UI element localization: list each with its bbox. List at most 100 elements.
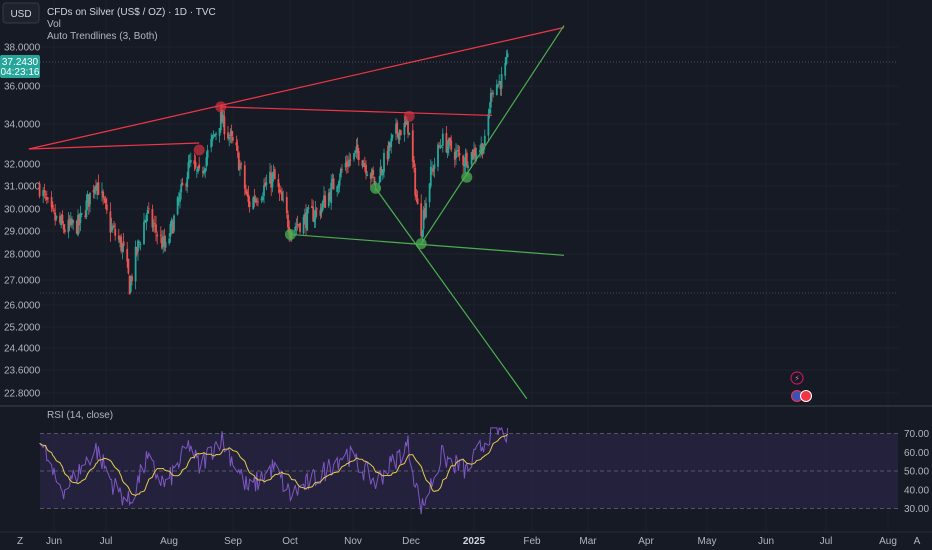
- pivot-low-marker: [461, 172, 472, 183]
- candle-body: [154, 223, 156, 224]
- candle-body: [281, 192, 283, 201]
- price-tick-label: 32.0000: [4, 160, 41, 171]
- candle-body: [190, 160, 192, 163]
- candle-body: [396, 122, 398, 133]
- candle-body: [263, 185, 265, 196]
- candle-body: [206, 157, 208, 166]
- symbol-title[interactable]: CFDs on Silver (US$ / OZ) · 1D · TVC: [47, 7, 216, 18]
- time-tick-label: May: [698, 536, 717, 547]
- candle-body: [462, 156, 464, 166]
- candle-body: [294, 227, 296, 231]
- candle-body: [316, 208, 318, 209]
- candle-body: [123, 241, 125, 246]
- candle-body: [407, 121, 409, 133]
- time-tick-label: Jun: [46, 536, 62, 547]
- candle-body: [272, 174, 274, 187]
- candle-body: [364, 163, 366, 164]
- rsi-tick-label: 30.00: [904, 504, 929, 515]
- candle-body: [266, 182, 268, 185]
- candle-body: [148, 208, 150, 209]
- candle-body: [244, 165, 246, 188]
- time-tick-label: Sep: [224, 536, 242, 547]
- time-tick-label: Aug: [879, 536, 897, 547]
- auto-scale-label[interactable]: A: [914, 536, 921, 547]
- candle-body: [286, 197, 288, 213]
- pivot-low-marker: [285, 229, 296, 240]
- candle-body: [237, 146, 239, 151]
- candle-body: [306, 209, 308, 231]
- time-tick-label: 2025: [463, 536, 486, 547]
- candle-body: [212, 135, 214, 140]
- candle-body: [188, 162, 190, 179]
- candle-body: [112, 228, 114, 229]
- candle-body: [339, 180, 341, 186]
- candle-body: [168, 238, 170, 243]
- candle-body: [315, 210, 317, 219]
- candle-body: [146, 215, 148, 222]
- rsi-legend[interactable]: RSI (14, close): [47, 410, 113, 421]
- candle-body: [224, 116, 226, 134]
- candle-body: [366, 175, 368, 176]
- time-axis[interactable]: Jun Jul Aug Sep Oct Nov Dec 2025 Feb Mar Apr May Jun…: [46, 536, 897, 547]
- candle-body: [63, 224, 65, 229]
- candle-body: [303, 217, 305, 234]
- candle-body: [240, 163, 242, 164]
- candle-body: [128, 259, 130, 274]
- pivot-high-marker: [404, 111, 415, 122]
- candle-body: [262, 196, 264, 199]
- candle-body: [156, 235, 158, 237]
- candle-body: [413, 160, 415, 167]
- pivot-low-marker: [370, 183, 381, 194]
- time-tick-label: Aug: [160, 536, 178, 547]
- candle-body: [131, 276, 133, 281]
- candle-body: [138, 242, 140, 243]
- candle-body: [160, 235, 162, 236]
- price-tick-label: 25.2000: [4, 323, 41, 334]
- candle-body: [383, 153, 385, 172]
- candle-body: [248, 194, 250, 202]
- candle-body: [425, 203, 427, 217]
- pivot-high-marker: [215, 101, 226, 112]
- time-tick-label: Jun: [758, 536, 774, 547]
- candle-body: [47, 198, 49, 199]
- candle-body: [438, 146, 440, 147]
- candle-body: [249, 201, 251, 206]
- pivot-low-marker: [416, 238, 427, 249]
- candle-body: [232, 137, 234, 141]
- time-tick-label: Oct: [282, 536, 298, 547]
- candle-body: [490, 93, 492, 108]
- candle-body: [274, 169, 276, 179]
- candle-body: [375, 181, 377, 182]
- candle-body: [455, 150, 457, 158]
- dividend-event-icon[interactable]: [801, 391, 812, 402]
- candle-body: [53, 210, 55, 212]
- candle-body: [341, 169, 343, 170]
- bar-countdown: 04:23:16: [1, 67, 40, 78]
- candle-body: [80, 214, 82, 223]
- candle-body: [81, 213, 83, 215]
- candle-body: [330, 183, 332, 204]
- candle-body: [299, 223, 301, 232]
- price-tick-label: 22.8000: [4, 389, 41, 400]
- indicator-legend[interactable]: Auto Trendlines (3, Both): [47, 31, 158, 42]
- time-tick-label: Nov: [344, 536, 362, 547]
- volume-legend[interactable]: Vol: [47, 19, 61, 30]
- candle-body: [207, 150, 209, 158]
- price-tick-label: 26.0000: [4, 301, 41, 312]
- time-tick-label: Jul: [100, 536, 113, 547]
- candle-body: [324, 196, 326, 208]
- zoom-toggle-label[interactable]: Z: [17, 536, 23, 547]
- rsi-tick-label: 50.00: [904, 467, 929, 478]
- candle-body: [459, 153, 461, 155]
- candle-body: [442, 134, 444, 146]
- candle-body: [52, 205, 54, 209]
- candle-body: [365, 165, 367, 174]
- candle-body: [484, 136, 486, 146]
- candle-body: [504, 63, 506, 76]
- candle-body: [358, 151, 360, 160]
- candle-body: [282, 200, 284, 201]
- price-tick-label: 23.6000: [4, 366, 41, 377]
- candle-body: [466, 153, 468, 167]
- candle-body: [236, 142, 238, 145]
